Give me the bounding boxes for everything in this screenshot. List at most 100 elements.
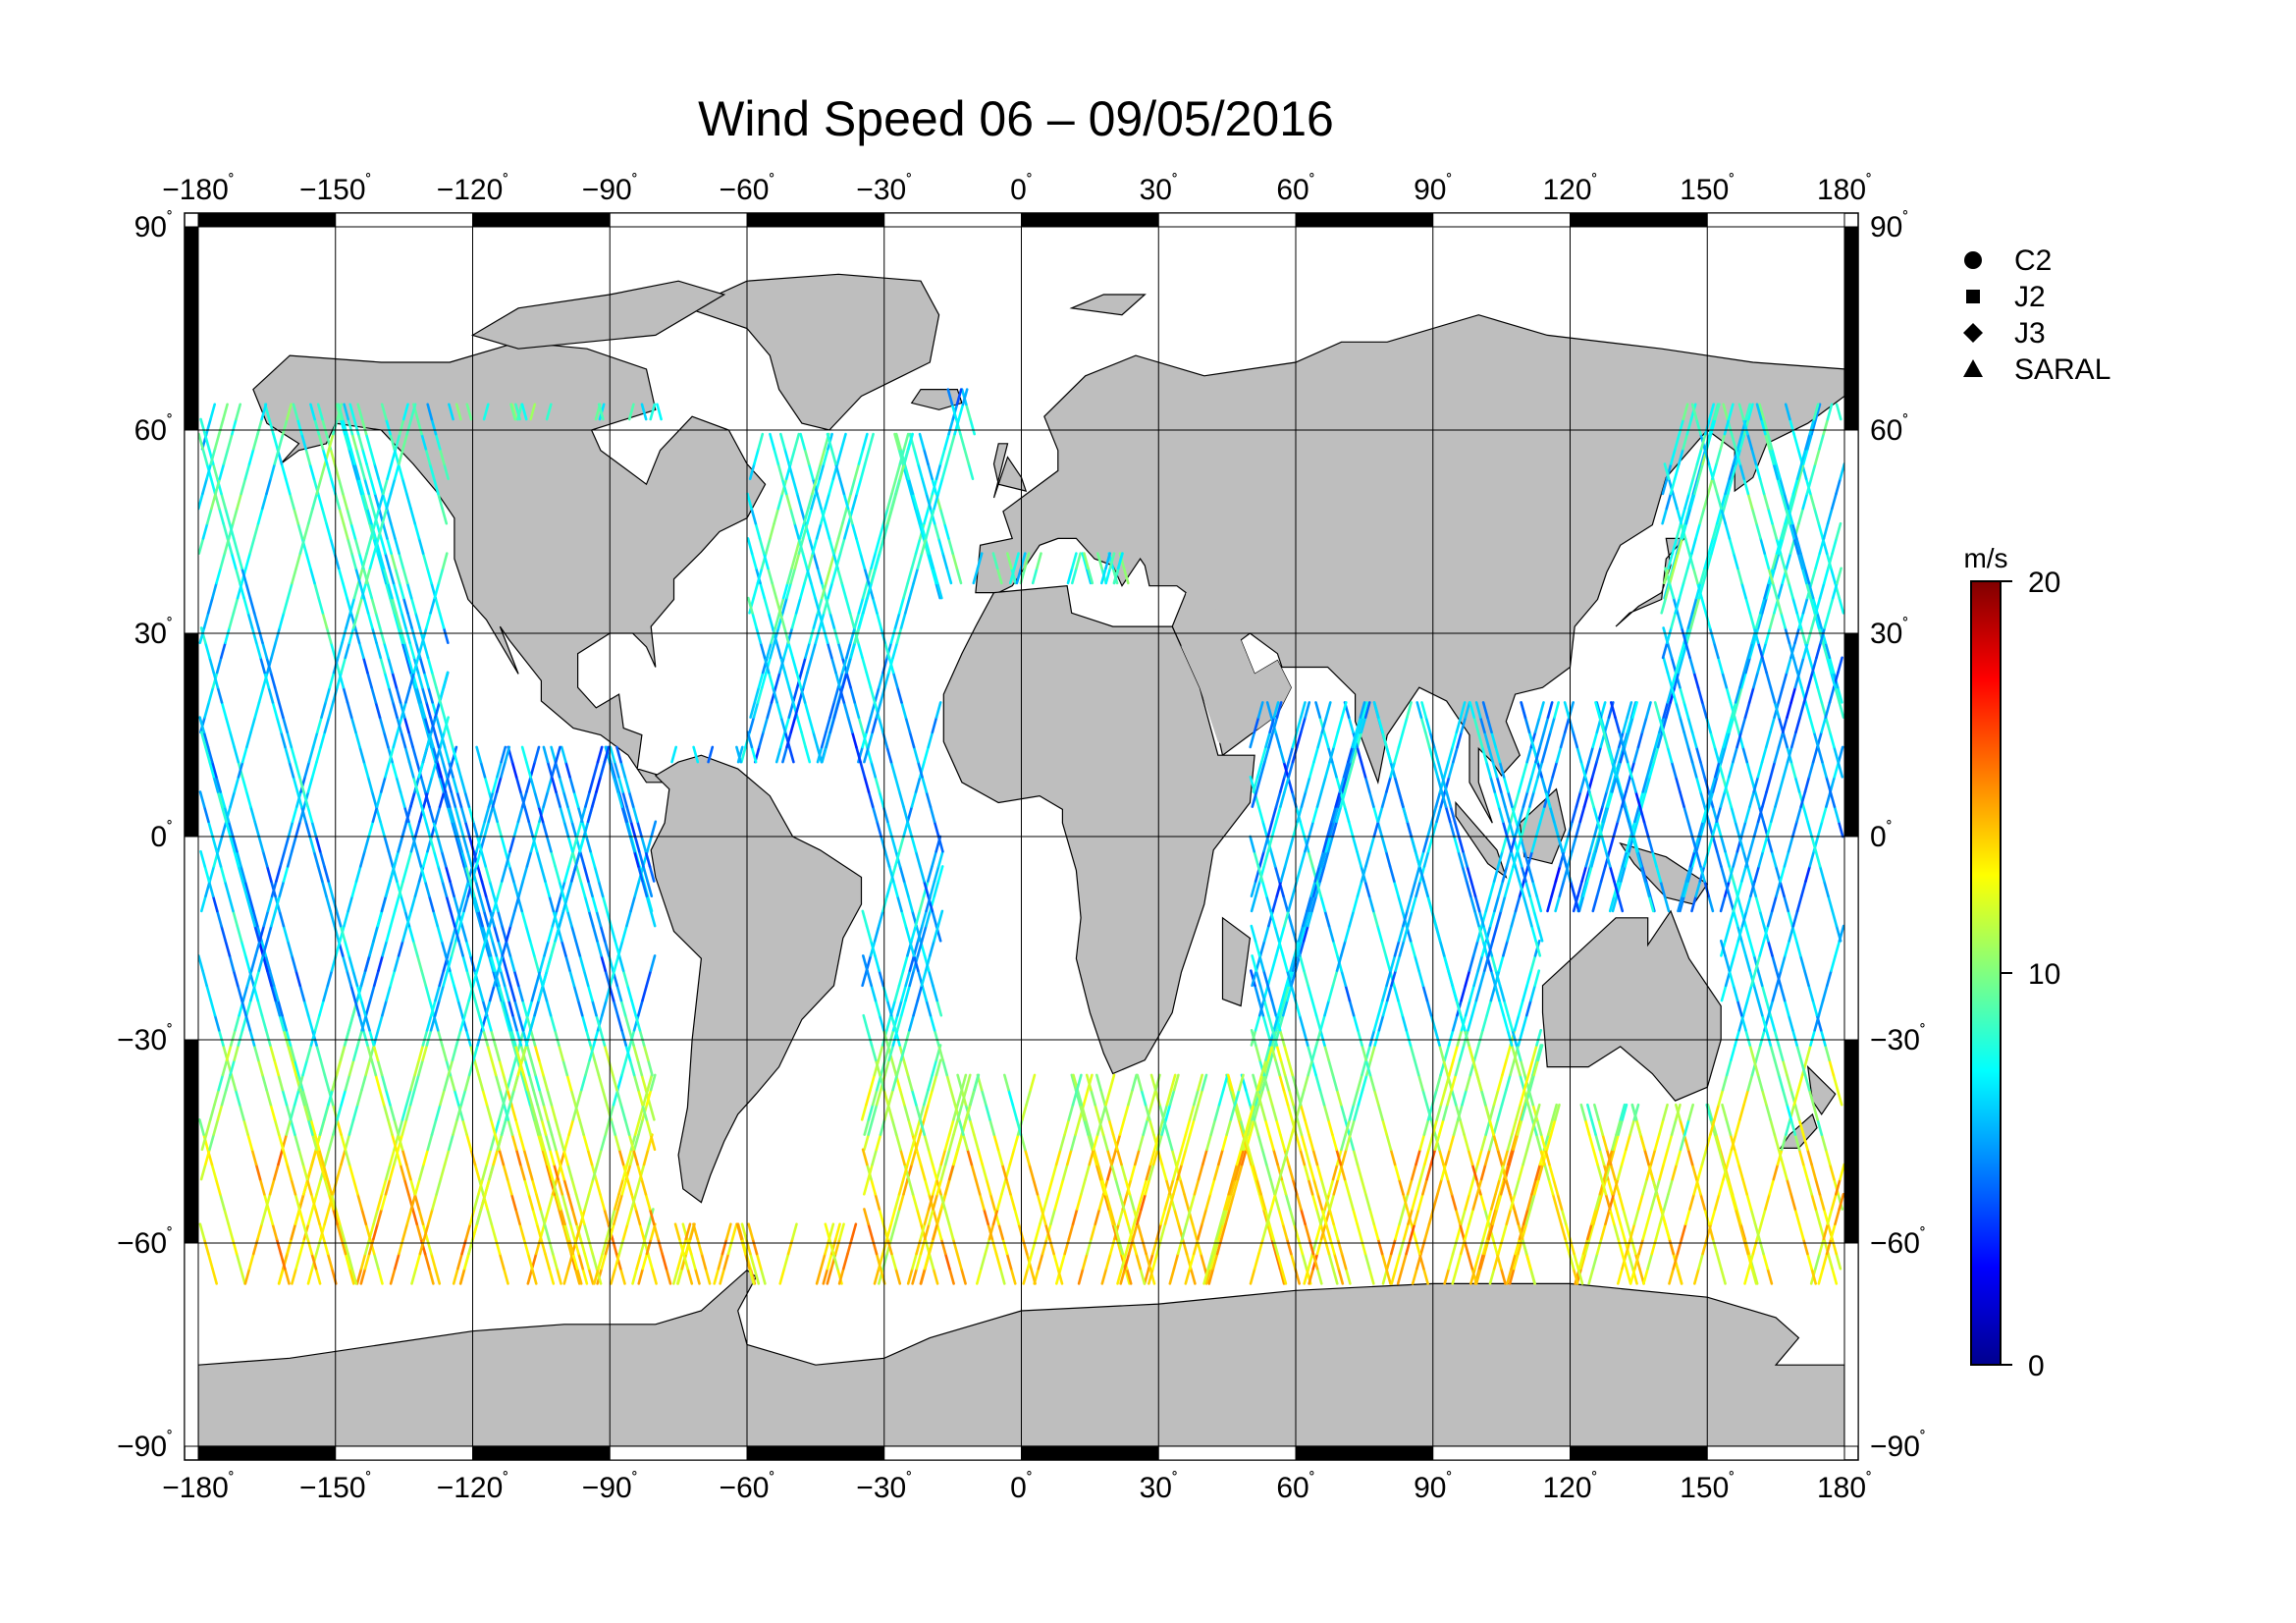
track-segment xyxy=(597,403,605,421)
track-segment xyxy=(1009,1267,1017,1285)
track-segment xyxy=(363,1237,371,1256)
track-segment xyxy=(617,1177,625,1196)
track-segment xyxy=(807,462,815,481)
track-segment xyxy=(1450,1193,1458,1211)
track-segment xyxy=(1110,1163,1117,1181)
track-segment xyxy=(1624,849,1630,868)
track-segment xyxy=(1807,984,1815,1002)
track-segment xyxy=(910,835,918,853)
track-segment xyxy=(1417,1073,1424,1092)
track-segment xyxy=(1356,1163,1363,1181)
track-segment xyxy=(370,685,378,704)
track-segment xyxy=(1266,820,1274,839)
track-segment xyxy=(380,1193,388,1211)
track-segment xyxy=(1755,521,1762,540)
track-segment xyxy=(636,1058,644,1077)
track-segment xyxy=(994,1252,1002,1271)
track-segment xyxy=(1273,865,1281,883)
track-segment xyxy=(1523,716,1531,734)
track-segment xyxy=(1138,1133,1145,1152)
track-segment xyxy=(1673,671,1681,689)
track-segment xyxy=(323,865,330,883)
track-segment xyxy=(1302,1029,1309,1047)
track-segment xyxy=(1219,1208,1226,1225)
track-segment xyxy=(1788,924,1795,943)
track-segment xyxy=(1070,552,1078,570)
track-segment xyxy=(1692,671,1700,689)
track-segment xyxy=(416,671,424,689)
track-segment xyxy=(1474,1267,1482,1285)
track-segment xyxy=(385,984,393,1002)
track-segment xyxy=(1510,909,1518,928)
track-segment xyxy=(583,1252,591,1271)
track-segment xyxy=(1793,671,1801,689)
track-segment xyxy=(499,969,507,988)
track-segment xyxy=(232,507,239,525)
track-segment xyxy=(216,790,224,808)
track-segment xyxy=(1764,1193,1771,1211)
track-segment xyxy=(1287,1163,1295,1181)
track-segment xyxy=(1107,1118,1115,1136)
track-segment xyxy=(1751,1237,1759,1256)
track-segment xyxy=(306,775,314,793)
track-segment xyxy=(1468,954,1475,972)
track-segment xyxy=(345,432,352,451)
track-segment xyxy=(1443,954,1450,972)
track-segment xyxy=(863,775,871,793)
track-segment xyxy=(1817,1267,1825,1285)
track-segment xyxy=(1368,1073,1376,1092)
track-segment xyxy=(354,730,361,749)
track-segment xyxy=(240,865,246,883)
track-segment xyxy=(1766,432,1774,451)
track-segment xyxy=(1431,1118,1439,1136)
track-segment xyxy=(1454,1103,1462,1121)
frame-band-right xyxy=(1843,632,1859,838)
track-segment xyxy=(455,790,463,808)
track-segment xyxy=(1140,1193,1148,1211)
track-segment xyxy=(442,671,450,689)
track-segment xyxy=(1777,1044,1785,1061)
track-segment xyxy=(1690,894,1697,913)
track-segment xyxy=(947,1118,955,1136)
track-segment xyxy=(485,1148,493,1166)
track-segment xyxy=(1438,1148,1445,1166)
track-segment xyxy=(314,1267,322,1285)
track-segment xyxy=(807,552,815,570)
track-segment xyxy=(1668,1237,1675,1256)
track-segment xyxy=(621,1163,629,1181)
track-segment xyxy=(429,596,437,615)
track-segment xyxy=(1460,1208,1467,1225)
track-segment xyxy=(411,745,419,764)
track-segment xyxy=(1714,521,1722,540)
track-segment xyxy=(309,1118,317,1136)
track-segment xyxy=(1682,701,1690,719)
track-segment xyxy=(229,835,237,853)
track-segment xyxy=(1323,1237,1331,1256)
track-segment xyxy=(1451,1237,1459,1256)
track-segment xyxy=(925,894,933,913)
track-segment xyxy=(277,1073,285,1092)
track-segment xyxy=(1295,1193,1303,1211)
track-segment xyxy=(1771,984,1779,1002)
track-segment xyxy=(1768,447,1776,465)
track-segment xyxy=(1063,1237,1071,1256)
track-segment xyxy=(855,745,862,764)
track-segment xyxy=(524,924,532,943)
track-segment xyxy=(1459,1118,1466,1136)
track-segment xyxy=(324,685,332,704)
track-segment xyxy=(516,984,524,1002)
track-segment xyxy=(1115,1237,1123,1256)
track-segment xyxy=(582,1222,590,1241)
track-segment xyxy=(397,939,404,957)
track-segment xyxy=(302,521,310,540)
track-segment xyxy=(1460,984,1468,1002)
track-segment xyxy=(1571,835,1577,853)
track-segment xyxy=(1759,1029,1766,1047)
land-south-america xyxy=(650,754,863,1204)
track-segment xyxy=(1699,760,1706,779)
track-segment xyxy=(294,1252,302,1271)
track-segment xyxy=(750,745,758,764)
track-segment xyxy=(398,880,404,898)
track-segment xyxy=(1459,701,1467,719)
track-segment xyxy=(1603,716,1611,734)
